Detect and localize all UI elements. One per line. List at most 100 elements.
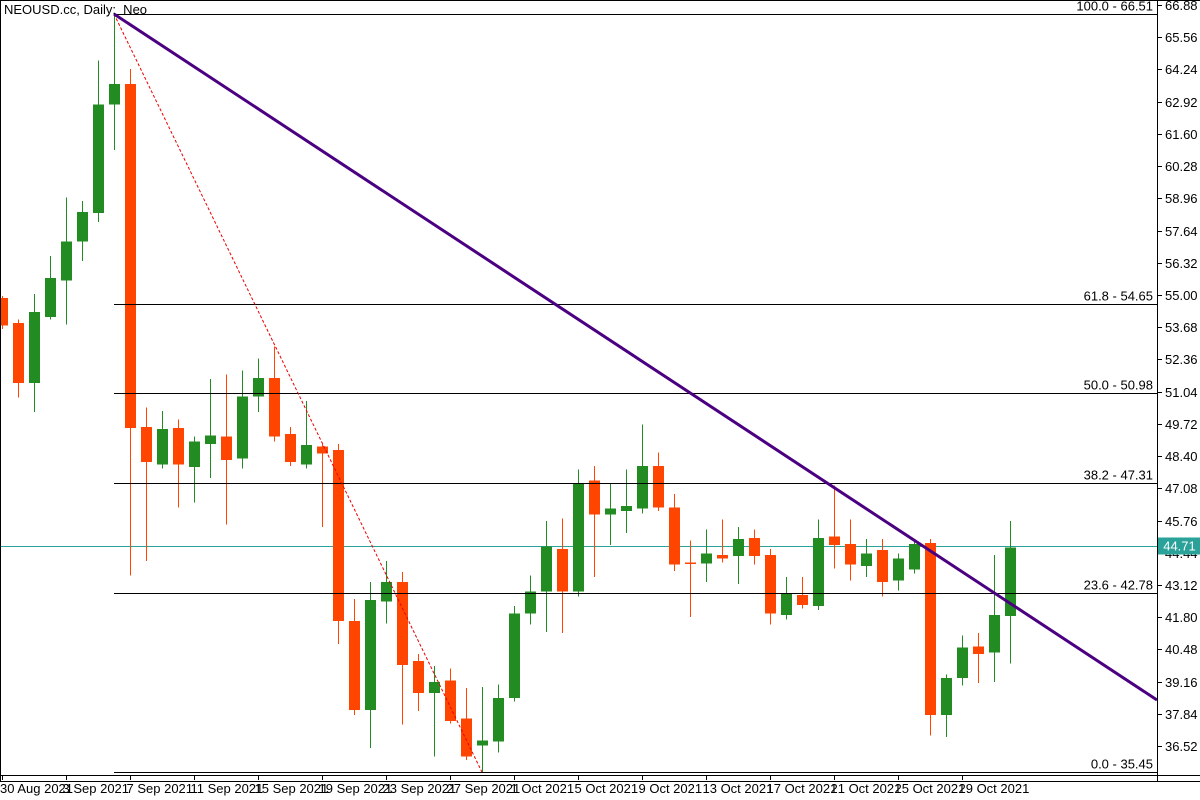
y-axis-tick-label: 53.68 bbox=[1165, 320, 1198, 335]
fib-level-label: 23.6 - 42.78 bbox=[1084, 578, 1153, 593]
candle bbox=[221, 374, 232, 525]
candle bbox=[669, 493, 680, 571]
y-axis-tick-label: 43.12 bbox=[1165, 578, 1198, 593]
candle bbox=[45, 255, 56, 320]
candle bbox=[573, 469, 584, 597]
candle bbox=[445, 668, 456, 724]
y-axis-tick-label: 47.08 bbox=[1165, 481, 1198, 496]
candle bbox=[109, 14, 120, 150]
candle bbox=[0, 296, 8, 330]
candle bbox=[589, 465, 600, 577]
candle bbox=[93, 60, 104, 222]
candle bbox=[477, 686, 488, 773]
candle bbox=[413, 653, 424, 712]
fib-level-label: 61.8 - 54.65 bbox=[1084, 289, 1153, 304]
candle bbox=[973, 633, 984, 684]
y-axis-tick-label: 45.76 bbox=[1165, 514, 1198, 529]
x-axis-tick-label: 27 Sep 2021 bbox=[447, 781, 521, 796]
candle bbox=[253, 358, 264, 413]
x-axis-tick-label: 3 Sep 2021 bbox=[63, 781, 130, 796]
x-axis-tick-label: 13 Oct 2021 bbox=[703, 781, 774, 796]
current-price-label: 44.71 bbox=[1158, 537, 1200, 555]
candle bbox=[749, 529, 760, 565]
y-axis-tick-label: 56.32 bbox=[1165, 256, 1198, 271]
x-axis-tick-label: 17 Oct 2021 bbox=[767, 781, 838, 796]
candle bbox=[333, 443, 344, 645]
candle bbox=[493, 684, 504, 753]
y-axis-tick-label: 66.88 bbox=[1165, 0, 1198, 13]
candle bbox=[925, 539, 936, 736]
y-axis-tick-label: 39.16 bbox=[1165, 675, 1198, 690]
candle bbox=[637, 424, 648, 514]
candle bbox=[77, 201, 88, 261]
x-axis-tick-label: 9 Oct 2021 bbox=[639, 781, 703, 796]
y-axis-tick-label: 41.80 bbox=[1165, 610, 1198, 625]
candle bbox=[429, 666, 440, 757]
y-axis-tick-label: 55.00 bbox=[1165, 288, 1198, 303]
candle bbox=[653, 452, 664, 512]
descending-trendline[interactable] bbox=[113, 12, 1158, 702]
candle bbox=[845, 519, 856, 581]
candle bbox=[877, 539, 888, 597]
candle bbox=[717, 519, 728, 563]
candle bbox=[349, 598, 360, 715]
y-axis-tick-label: 64.24 bbox=[1165, 62, 1198, 77]
fib-base-line[interactable] bbox=[113, 13, 483, 773]
trendlines-layer bbox=[113, 12, 1158, 773]
candle bbox=[285, 426, 296, 466]
x-axis-tick-label: 11 Sep 2021 bbox=[191, 781, 264, 796]
y-axis-tick-label: 36.52 bbox=[1165, 739, 1198, 754]
candle bbox=[13, 319, 24, 398]
x-axis-tick-label: 15 Sep 2021 bbox=[255, 781, 329, 796]
x-axis-tick-label: 23 Sep 2021 bbox=[383, 781, 457, 796]
x-axis-tick-label: 5 Oct 2021 bbox=[575, 781, 639, 796]
y-axis-tick-label: 40.48 bbox=[1165, 642, 1198, 657]
candle bbox=[701, 529, 712, 582]
y-axis-tick-label: 37.84 bbox=[1165, 707, 1198, 722]
candle bbox=[157, 410, 168, 469]
y-axis-tick-label: 48.40 bbox=[1165, 449, 1198, 464]
candle bbox=[813, 519, 824, 610]
y-axis-tick-label: 65.56 bbox=[1165, 30, 1198, 45]
y-axis-tick-label: 52.36 bbox=[1165, 352, 1198, 367]
candle bbox=[829, 485, 840, 569]
candle bbox=[509, 606, 520, 702]
candle bbox=[957, 635, 968, 686]
candle bbox=[1005, 520, 1016, 664]
candle bbox=[301, 401, 312, 469]
x-axis-tick-label: 1 Oct 2021 bbox=[511, 781, 575, 796]
candle bbox=[557, 518, 568, 634]
x-axis-tick-label: 21 Oct 2021 bbox=[831, 781, 902, 796]
candle bbox=[605, 484, 616, 546]
candle bbox=[237, 370, 248, 469]
candle bbox=[205, 379, 216, 479]
candle bbox=[381, 561, 392, 624]
symbol-label: NEOUSD.cc, Daily: Neo bbox=[4, 2, 148, 17]
candle bbox=[781, 576, 792, 620]
candle bbox=[941, 674, 952, 737]
candle bbox=[909, 539, 920, 574]
y-axis-tick-label: 51.04 bbox=[1165, 385, 1198, 400]
y-axis-tick-label: 62.92 bbox=[1165, 95, 1198, 110]
candle bbox=[61, 197, 72, 325]
candle bbox=[797, 576, 808, 609]
candle bbox=[141, 407, 152, 562]
candle bbox=[173, 419, 184, 508]
candles-layer bbox=[0, 14, 1016, 773]
x-axis-tick-label: 7 Sep 2021 bbox=[127, 781, 194, 796]
candle bbox=[621, 469, 632, 533]
candle bbox=[733, 526, 744, 585]
x-axis-tick-label: 30 Aug 2021 bbox=[0, 781, 73, 796]
fib-level-label: 0.0 - 35.45 bbox=[1091, 757, 1153, 772]
fib-level-label: 50.0 - 50.98 bbox=[1084, 378, 1153, 393]
candle bbox=[365, 581, 376, 748]
x-axis-tick-label: 25 Oct 2021 bbox=[895, 781, 966, 796]
candle bbox=[989, 554, 1000, 682]
candle bbox=[525, 575, 536, 625]
candle bbox=[125, 69, 136, 576]
y-axis-labels: 66.88 65.56 64.24 62.92 61.60 60.28 58.96 57.64… bbox=[1157, 0, 1198, 754]
x-axis-tick-label: 29 Oct 2021 bbox=[959, 781, 1030, 796]
